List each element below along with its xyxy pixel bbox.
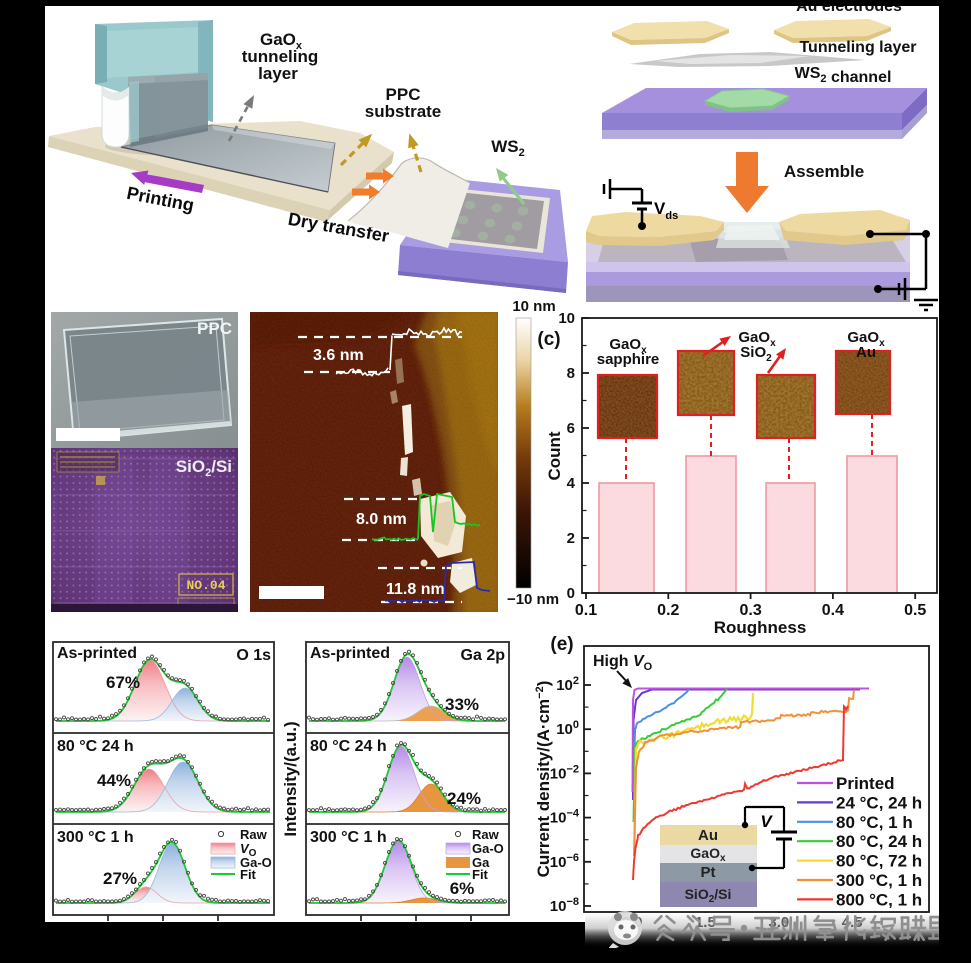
svg-text:VO: VO [240, 841, 257, 859]
svg-text:−10 nm: −10 nm [507, 591, 559, 608]
svg-text:8: 8 [567, 365, 575, 382]
svg-text:0.1: 0.1 [575, 602, 597, 619]
svg-text:Assemble: Assemble [784, 162, 864, 181]
svg-text:O 1s: O 1s [236, 647, 271, 664]
svg-text:Raw: Raw [472, 827, 500, 842]
svg-text:GaOx: GaOx [260, 30, 303, 52]
svg-text:24%: 24% [447, 789, 481, 808]
svg-text:80 °C, 1 h: 80 °C, 1 h [836, 813, 913, 832]
svg-text:SiO2/Si: SiO2/Si [176, 457, 232, 479]
svg-text:4: 4 [567, 475, 576, 492]
svg-text:80 °C, 24 h: 80 °C, 24 h [836, 832, 922, 851]
svg-text:0.4: 0.4 [822, 602, 844, 619]
svg-text:GaOx: GaOx [690, 845, 726, 864]
svg-text:0.3: 0.3 [739, 602, 761, 619]
svg-text:300 °C, 1 h: 300 °C, 1 h [836, 871, 922, 890]
svg-text:As-printed: As-printed [310, 645, 390, 662]
svg-text:67%: 67% [106, 673, 140, 692]
svg-text:80 °C, 72 h: 80 °C, 72 h [836, 852, 922, 871]
svg-text:Au: Au [856, 344, 876, 361]
svg-text:GaOx: GaOx [609, 336, 647, 356]
svg-text:(e): (e) [550, 634, 573, 655]
svg-text:Count: Count [545, 431, 564, 480]
svg-text:High VO: High VO [593, 653, 653, 673]
svg-text:substrate: substrate [365, 102, 442, 121]
svg-text:Raw: Raw [240, 827, 268, 842]
svg-text:300 °C 1 h: 300 °C 1 h [57, 829, 134, 846]
svg-text:Ga-O: Ga-O [472, 841, 504, 856]
svg-text:Pt: Pt [701, 864, 716, 881]
svg-text:Au: Au [698, 827, 718, 844]
svg-text:44%: 44% [97, 771, 131, 790]
svg-text:sapphire: sapphire [597, 351, 660, 368]
svg-text:0: 0 [567, 585, 575, 602]
svg-text:layer: layer [258, 64, 298, 83]
svg-text:SiO2/Si: SiO2/Si [685, 886, 732, 905]
svg-text:1.5: 1.5 [695, 914, 716, 931]
svg-text:80 °C 24 h: 80 °C 24 h [57, 738, 134, 755]
svg-text:27%: 27% [103, 869, 137, 888]
svg-text:WS2 channel: WS2 channel [795, 65, 892, 86]
svg-text:NO.04: NO.04 [186, 578, 225, 593]
svg-text:Tunneling layer: Tunneling layer [799, 39, 916, 56]
svg-text:(c): (c) [537, 329, 560, 350]
svg-text:8.0 nm: 8.0 nm [356, 511, 407, 528]
svg-text:PPC: PPC [386, 85, 421, 104]
svg-text:Printed: Printed [836, 774, 895, 793]
svg-text:Ga 2p: Ga 2p [461, 647, 506, 664]
svg-text:0.2: 0.2 [657, 602, 679, 619]
svg-text:V: V [760, 812, 773, 831]
svg-text:0.5: 0.5 [904, 602, 926, 619]
svg-text:300 °C 1 h: 300 °C 1 h [310, 829, 387, 846]
svg-text:tunneling: tunneling [242, 47, 318, 66]
svg-text:6%: 6% [450, 879, 475, 898]
svg-text:Intensity/(a.u.): Intensity/(a.u.) [281, 721, 300, 836]
svg-text:6: 6 [567, 420, 575, 437]
svg-text:As-printed: As-printed [57, 645, 137, 662]
svg-text:800 °C, 1 h: 800 °C, 1 h [836, 890, 922, 909]
svg-text:3.6 nm: 3.6 nm [313, 347, 364, 364]
svg-text:11.8 nm: 11.8 nm [386, 581, 445, 598]
svg-text:2: 2 [567, 530, 575, 547]
svg-text:33%: 33% [445, 695, 479, 714]
svg-text:Ga-O: Ga-O [240, 855, 272, 870]
svg-text:24 °C, 24 h: 24 °C, 24 h [836, 793, 922, 812]
svg-text:Current density/(A·cm−2): Current density/(A·cm−2) [534, 681, 553, 878]
svg-text:GaOx: GaOx [738, 329, 776, 349]
svg-text:10: 10 [558, 310, 575, 327]
svg-text:Roughness: Roughness [714, 618, 807, 637]
svg-text:80 °C 24 h: 80 °C 24 h [310, 738, 387, 755]
svg-text:PPC: PPC [197, 319, 232, 338]
svg-text:GaOx: GaOx [847, 329, 885, 349]
svg-text:Fit: Fit [472, 867, 489, 882]
svg-text:10 nm: 10 nm [512, 298, 555, 315]
svg-text:SiO2: SiO2 [740, 344, 772, 364]
svg-text:Ga: Ga [472, 855, 490, 870]
svg-text:WS2: WS2 [491, 137, 525, 159]
svg-text:Fit: Fit [240, 867, 257, 882]
